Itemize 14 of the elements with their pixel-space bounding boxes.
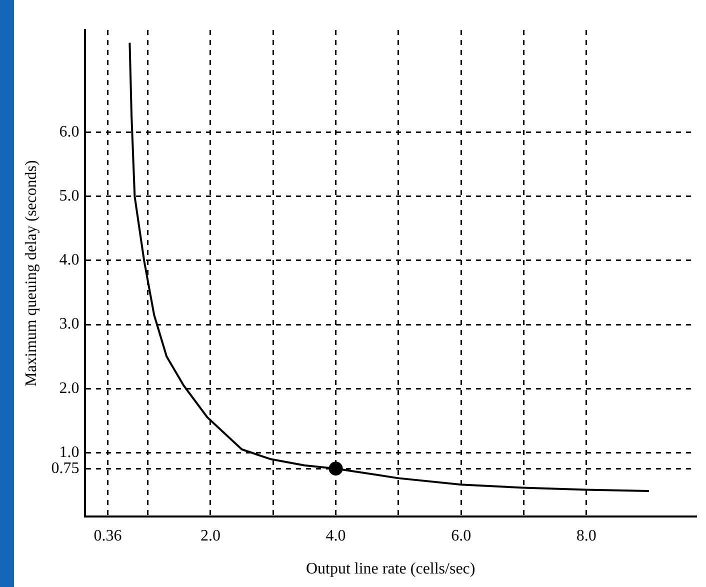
x-tick-label: 8.0: [576, 527, 596, 544]
x-tick-label: 0.36: [94, 527, 122, 544]
y-tick-label: 3.0: [59, 316, 80, 333]
y-tick-label: 2.0: [59, 380, 80, 397]
y-tick-label: 0.75: [51, 460, 80, 477]
y-tick-label: 4.0: [59, 252, 80, 269]
x-tick-label: 4.0: [326, 527, 346, 544]
y-tick-label: 5.0: [59, 188, 80, 205]
y-tick-label: 1.0: [59, 444, 80, 461]
y-tick-label: 6.0: [59, 124, 80, 141]
y-axis-title: Maximum queuing delay (seconds): [22, 160, 40, 386]
x-tick-label: 6.0: [451, 527, 472, 544]
x-tick-label: 2.0: [200, 527, 220, 544]
x-axis-title: Output line rate (cells/sec): [306, 560, 476, 578]
